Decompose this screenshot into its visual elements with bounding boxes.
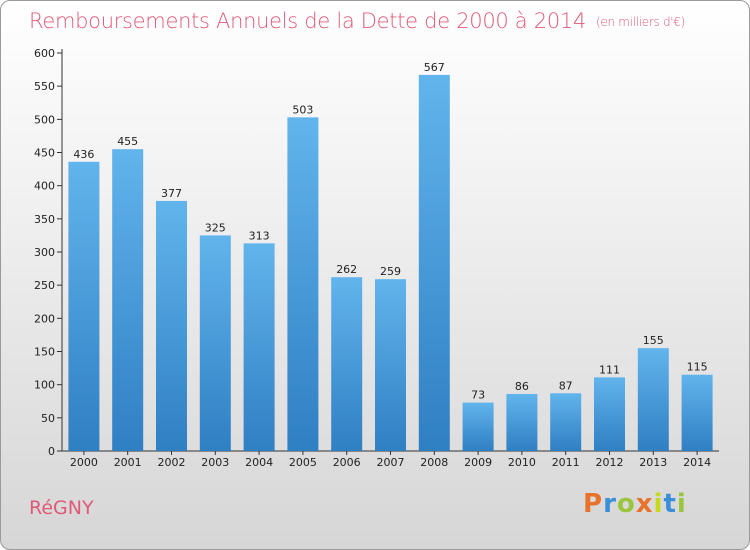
x-tick-label: 2014 bbox=[683, 456, 711, 469]
bar bbox=[462, 402, 494, 451]
x-tick-label: 2001 bbox=[114, 456, 142, 469]
data-label: 155 bbox=[643, 334, 664, 347]
x-tick-label: 2002 bbox=[158, 456, 186, 469]
y-tick-label: 50 bbox=[41, 412, 55, 425]
bar bbox=[287, 117, 319, 452]
data-labels: 436 455 377 325 313 503 262 259 567 73 86 87 111 155 1… bbox=[73, 61, 707, 402]
commune-name: RéGNY bbox=[29, 497, 94, 519]
proxiti-logo: Proxiti bbox=[583, 489, 687, 519]
y-tick-labels: 0 50 100 150 200 250 300 350 400 450 500 550 600 bbox=[34, 47, 55, 458]
data-label: 262 bbox=[336, 263, 357, 276]
bar bbox=[506, 393, 538, 451]
data-label: 455 bbox=[117, 135, 138, 148]
data-label: 567 bbox=[424, 61, 445, 74]
x-tick-label: 2013 bbox=[639, 456, 667, 469]
y-tick-label: 350 bbox=[34, 213, 55, 226]
x-tick-labels: 2000 2001 2002 2003 2004 2005 2006 2007 2008 2009… bbox=[70, 456, 711, 469]
data-label: 86 bbox=[515, 380, 529, 393]
data-label: 115 bbox=[687, 361, 708, 374]
bar bbox=[375, 279, 406, 451]
x-tick-label: 2010 bbox=[508, 456, 536, 469]
data-label: 87 bbox=[559, 379, 573, 392]
x-tick-label: 2012 bbox=[596, 456, 624, 469]
bar bbox=[243, 243, 275, 451]
logo-letter: t bbox=[663, 489, 677, 519]
y-tick-label: 600 bbox=[34, 47, 55, 60]
x-tick-label: 2006 bbox=[333, 456, 361, 469]
chart-title-text: Remboursements Annuels de la Dette de 20… bbox=[29, 9, 586, 33]
y-tick-label: 0 bbox=[48, 445, 55, 458]
y-tick-label: 300 bbox=[34, 246, 55, 259]
y-tick-label: 500 bbox=[34, 113, 55, 126]
x-tick-label: 2004 bbox=[245, 456, 273, 469]
data-label: 313 bbox=[249, 229, 270, 242]
y-tick-label: 550 bbox=[34, 80, 55, 93]
bar bbox=[594, 377, 625, 451]
bar bbox=[68, 161, 100, 451]
data-label: 325 bbox=[205, 221, 226, 234]
logo-letter: i bbox=[676, 489, 687, 519]
y-tick-label: 450 bbox=[34, 147, 55, 160]
y-tick-label: 100 bbox=[34, 379, 55, 392]
bar bbox=[156, 200, 187, 451]
x-tick-label: 2005 bbox=[289, 456, 317, 469]
x-tick-label: 2007 bbox=[377, 456, 405, 469]
y-tick-label: 400 bbox=[34, 180, 55, 193]
logo-letter: r bbox=[603, 489, 617, 519]
y-tick-label: 200 bbox=[34, 312, 55, 325]
logo-letter: i bbox=[653, 489, 664, 519]
y-tick-label: 250 bbox=[34, 279, 55, 292]
logo-letter: P bbox=[583, 489, 604, 519]
bar bbox=[112, 149, 144, 451]
x-tick-label: 2011 bbox=[552, 456, 580, 469]
logo-letter: x bbox=[635, 489, 654, 519]
chart-unit: (en milliers d'€) bbox=[596, 15, 686, 29]
x-tick-label: 2003 bbox=[201, 456, 229, 469]
bars bbox=[68, 74, 713, 452]
bar bbox=[681, 374, 713, 451]
y-tick-label: 150 bbox=[34, 346, 55, 359]
bar bbox=[550, 393, 582, 451]
data-label: 503 bbox=[292, 103, 313, 116]
bar bbox=[637, 348, 669, 451]
data-label: 436 bbox=[73, 148, 94, 161]
bar bbox=[199, 235, 231, 451]
x-tick-label: 2000 bbox=[70, 456, 98, 469]
bar bbox=[331, 277, 363, 451]
x-tick-label: 2009 bbox=[464, 456, 492, 469]
chart-title: Remboursements Annuels de la Dette de 20… bbox=[29, 9, 685, 33]
data-label: 377 bbox=[161, 187, 182, 200]
logo-letter: o bbox=[616, 489, 636, 519]
data-label: 73 bbox=[471, 389, 485, 402]
bar bbox=[418, 74, 450, 451]
data-label: 259 bbox=[380, 265, 401, 278]
x-tick-label: 2008 bbox=[420, 456, 448, 469]
data-label: 111 bbox=[599, 363, 620, 376]
